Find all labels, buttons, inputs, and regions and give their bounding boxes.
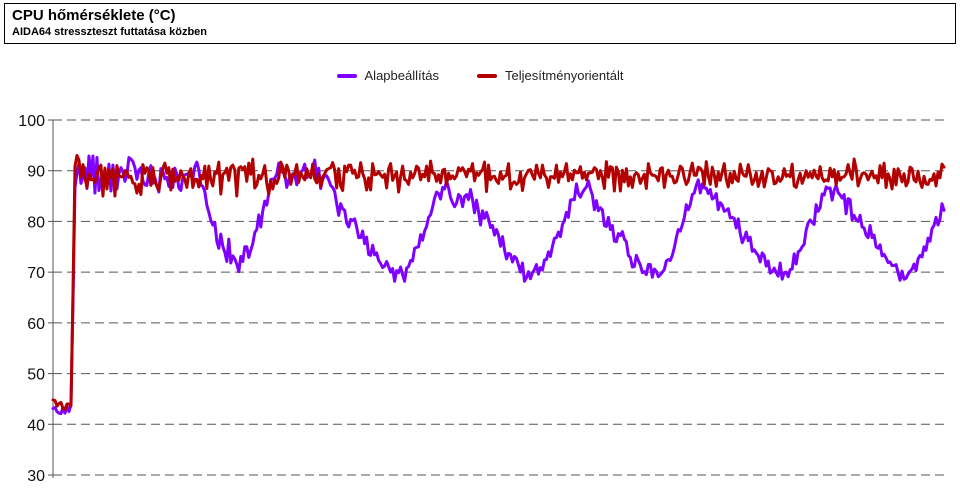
y-tick-label: 50 [27,367,45,384]
legend-item-teljesitmeny: Teljesítményorientált [476,68,624,83]
legend-item-alap: Alapbeállítás [336,68,439,83]
y-tick-label: 60 [27,316,45,333]
y-tick-label: 90 [27,164,45,181]
chart-subtitle: AIDA64 stresszteszt futtatása közben [12,26,208,38]
legend-swatch-alap [336,73,357,78]
y-tick-label: 70 [27,265,45,282]
series-line-1 [51,154,946,412]
legend-label-teljesitmeny: Teljesítményorientált [504,68,624,83]
y-tick-label: 30 [27,468,45,485]
y-tick-label: 100 [18,113,45,130]
legend-label-alap: Alapbeállítás [364,68,439,83]
title-box: CPU hőmérséklete (°C) AIDA64 stressztesz… [4,3,956,44]
legend-swatch-teljesitmeny [476,73,497,78]
y-tick-label: 80 [27,214,45,231]
chart-title: CPU hőmérséklete (°C) [12,7,176,24]
legend: Alapbeállítás Teljesítményorientált [0,68,960,83]
y-tick-label: 40 [27,417,45,434]
series-line-0 [51,154,946,416]
